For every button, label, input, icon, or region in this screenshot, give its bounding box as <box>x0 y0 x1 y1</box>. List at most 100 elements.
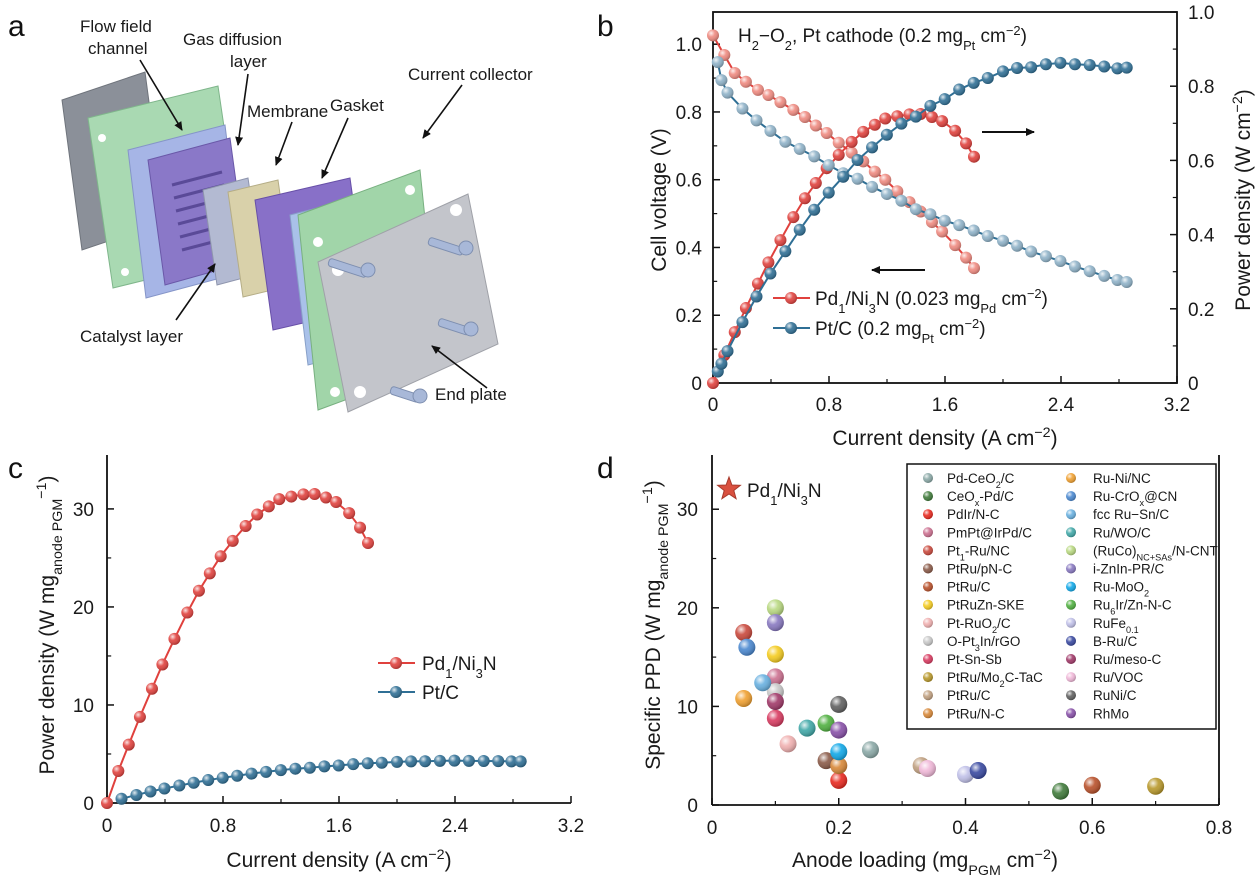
marker-shine <box>787 103 800 116</box>
text-segment: −2 <box>1230 96 1246 112</box>
marker-shine <box>1147 777 1165 795</box>
marker-shine <box>262 500 275 513</box>
legend-label: CeOx-Pd/C <box>947 489 1014 508</box>
legend-marker <box>923 672 933 683</box>
text-segment: cm <box>996 289 1027 310</box>
marker-shine <box>1120 61 1133 74</box>
marker-shine <box>861 741 879 759</box>
legend-marker <box>923 599 933 610</box>
marker-shine <box>762 89 775 102</box>
data-point <box>308 488 321 501</box>
marker-shine <box>130 788 143 801</box>
legend-label: Ru-Ni/NC <box>1093 471 1151 486</box>
legend-item: Pt1-Ru/NC <box>923 543 1010 562</box>
marker-shine <box>891 185 904 198</box>
data-point <box>260 765 273 778</box>
marker-shine <box>750 114 763 127</box>
text-segment: ) <box>1051 849 1058 872</box>
voltage-line <box>716 61 1127 284</box>
legend-label: PtRu/Mo2C-TaC <box>947 670 1043 689</box>
text-segment: /Ni <box>777 481 800 502</box>
chart-c-specific-power: 0 0.8 1.6 2.4 3.20102030Pd1/Ni3NPt/CCurrent … <box>34 455 584 872</box>
text-segment: anode PGM <box>50 499 66 575</box>
marker-shine <box>779 135 792 148</box>
power-point <box>880 128 893 141</box>
data-point <box>492 755 505 768</box>
marker-shine <box>433 754 446 767</box>
text-segment: (RuCo) <box>1093 543 1137 558</box>
marker-shine <box>845 135 858 148</box>
y-tick-label: 0.2 <box>1188 300 1214 321</box>
marker-shine <box>866 180 879 193</box>
marker-shine <box>1098 269 1111 282</box>
marker-shine <box>817 714 835 732</box>
text-segment: Pd <box>980 301 996 316</box>
voltage-point <box>736 102 749 115</box>
legend-label: (RuCo)NC+SAs/N-CNT <box>1093 543 1218 562</box>
text-segment: Pd <box>747 481 770 502</box>
legend-marker <box>1066 509 1076 520</box>
marker-shine <box>1066 509 1076 520</box>
legend-marker <box>923 563 933 574</box>
marker-shine <box>216 771 229 784</box>
marker-shine <box>798 111 811 124</box>
marker-shine <box>245 767 258 780</box>
marker-shine <box>736 316 749 329</box>
text-segment: /Ni <box>452 654 475 675</box>
text-segment: CeO <box>947 489 975 504</box>
x-tick-label: 2.4 <box>442 816 469 837</box>
text-segment: Ru/WO/C <box>1093 525 1151 540</box>
text-segment: PtRu/Mo <box>947 670 1000 685</box>
marker-shine <box>1083 776 1101 794</box>
voltage-point <box>891 185 904 198</box>
text-segment: Ru/VOC <box>1093 670 1144 685</box>
legend-item: Ru/WO/C <box>1066 525 1151 540</box>
data-point <box>419 755 432 768</box>
legend-label: RuFe0.1 <box>1093 616 1139 635</box>
marker-shine <box>122 738 135 751</box>
text-segment: RuNi/C <box>1093 688 1137 703</box>
marker-shine <box>1025 245 1038 258</box>
y-tick-label: 0.8 <box>676 103 702 124</box>
x-tick-label: 0 <box>707 818 718 839</box>
text-segment: 2 <box>752 38 759 53</box>
marker-shine <box>830 743 848 761</box>
marker-shine <box>375 756 388 769</box>
marker-shine <box>766 614 784 632</box>
marker-shine <box>715 74 728 87</box>
marker-shine <box>924 99 937 112</box>
marker-shine <box>390 657 402 669</box>
voltage-point <box>866 180 879 193</box>
marker-shine <box>793 223 806 236</box>
text-segment: −2 <box>1006 23 1021 38</box>
marker-shine <box>953 83 966 96</box>
text-segment: 2 <box>996 480 1001 490</box>
x-tick-label: 0.8 <box>210 816 236 837</box>
legend-label: B-Ru/C <box>1093 634 1138 649</box>
x-tick-label: 3.2 <box>558 816 584 837</box>
text-segment: ) <box>642 480 665 487</box>
text-segment: In/rGO <box>980 634 1021 649</box>
power-point <box>1039 58 1052 71</box>
text-segment: PtRu/C <box>947 580 991 595</box>
legend-label: Ru/VOC <box>1093 670 1144 685</box>
panel-letter-b: b <box>597 10 614 43</box>
voltage-point <box>1111 274 1124 287</box>
marker-shine <box>830 757 848 775</box>
scatter-point <box>1147 777 1165 795</box>
marker-shine <box>239 519 252 532</box>
marker-shine <box>1054 255 1067 268</box>
label-end-plate: End plate <box>435 385 507 404</box>
legend-label: Pt-RuO2/C <box>947 616 1011 635</box>
legend-label: Pd1/Ni3N <box>422 654 497 681</box>
legend-marker <box>1066 563 1076 574</box>
text-segment: B-Ru/C <box>1093 634 1138 649</box>
marker-shine <box>851 172 864 185</box>
y-axis-title-right: Power density (W cm−2) <box>1230 89 1255 311</box>
voltage-point <box>1068 260 1081 273</box>
text-segment: −2 <box>964 316 979 331</box>
marker-shine <box>949 124 962 137</box>
marker-shine <box>868 165 881 178</box>
text-segment: −1 <box>640 487 656 503</box>
label-catalyst-layer: Catalyst layer <box>80 327 183 346</box>
